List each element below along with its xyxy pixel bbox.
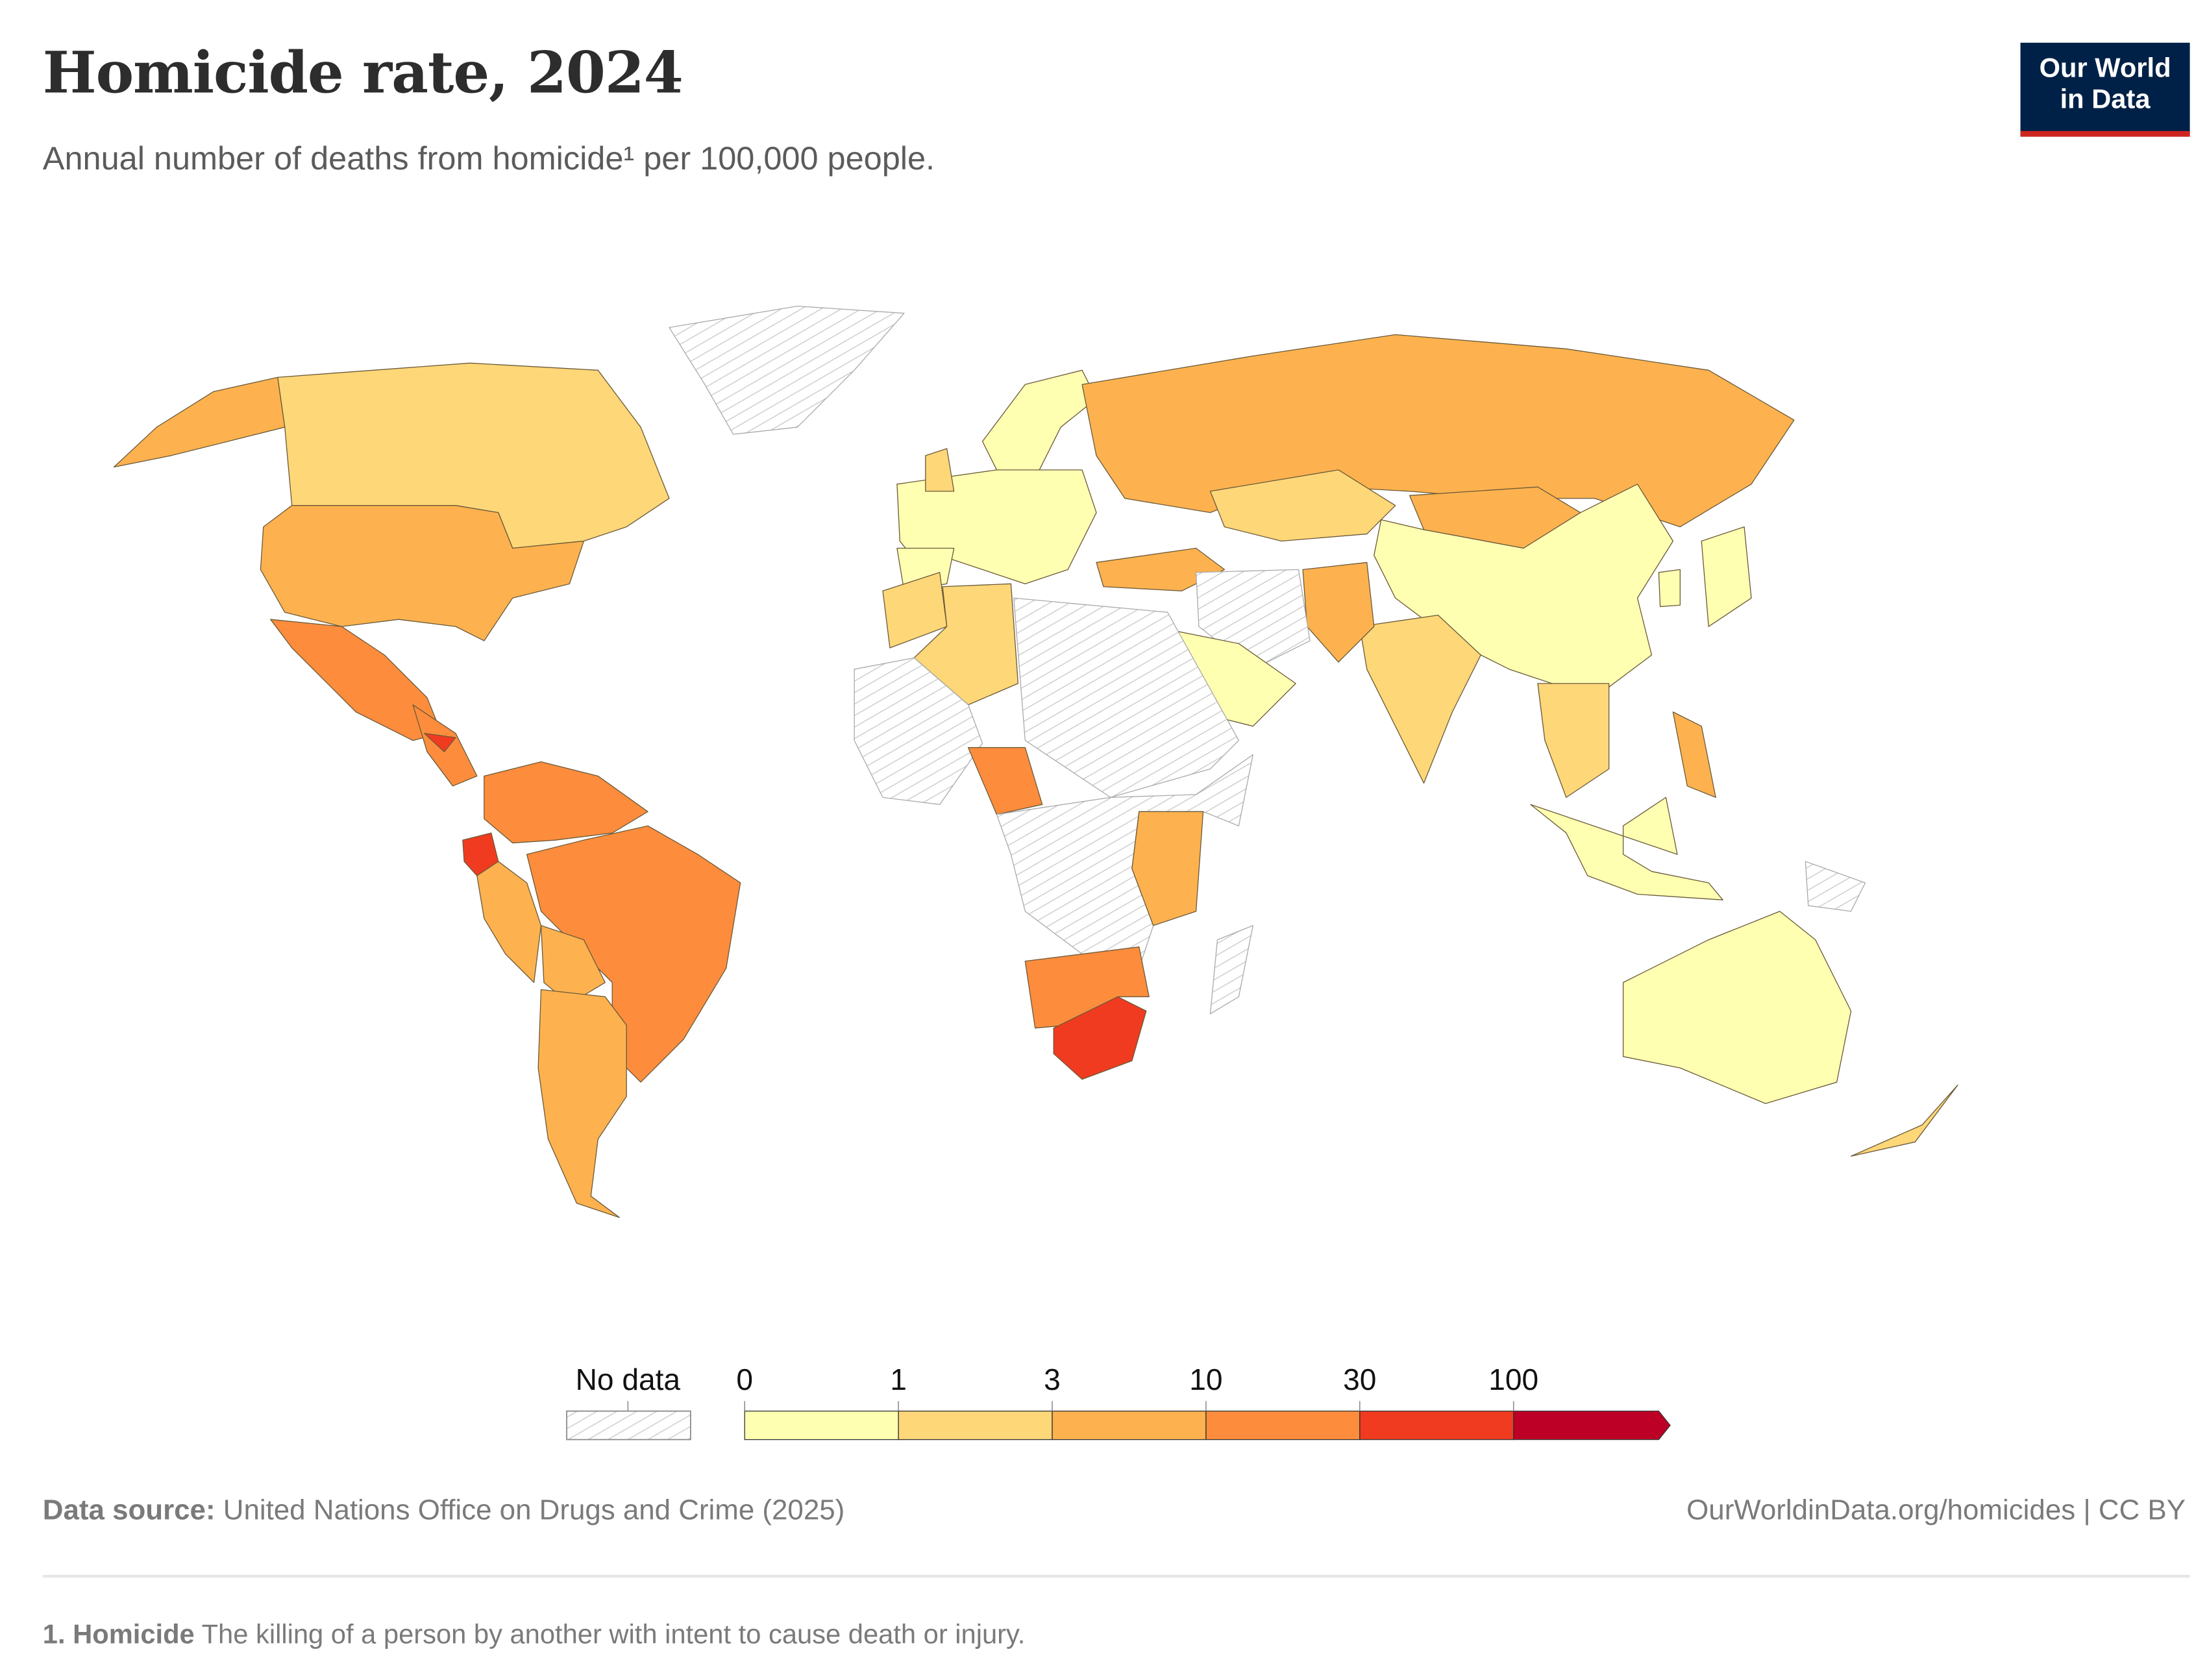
country-indonesia[interactable] — [1530, 797, 1723, 900]
country-greenland[interactable] — [669, 305, 905, 435]
page-subtitle: Annual number of deaths from homicide¹ p… — [42, 139, 935, 177]
country-peru[interactable] — [476, 861, 542, 983]
country-china[interactable] — [1374, 484, 1674, 698]
legend-bin-100+ — [1513, 1411, 1671, 1440]
legend-break-label: 10 — [1189, 1364, 1223, 1397]
legend-bin-0-1 — [744, 1411, 899, 1440]
legend-bin-10-30 — [1205, 1411, 1361, 1440]
logo-line1: Our World — [2039, 54, 2171, 84]
country-scandinavia[interactable] — [981, 369, 1097, 471]
data-source: Data source: United Nations Office on Dr… — [43, 1495, 845, 1527]
legend-break-label: 100 — [1488, 1364, 1539, 1397]
color-legend: No data 0 1 3 10 30 100 — [0, 1353, 2207, 1453]
country-libya-egypt-sudan[interactable] — [1013, 597, 1240, 798]
legend-bin-30-100 — [1359, 1411, 1514, 1440]
country-colombia-venezuela[interactable] — [484, 761, 648, 844]
country-united-kingdom[interactable] — [925, 448, 955, 492]
legend-bin-3-10 — [1052, 1411, 1207, 1440]
source-label: Data source: — [42, 1495, 216, 1527]
country-kazakhstan[interactable] — [1209, 469, 1396, 542]
country-philippines[interactable] — [1672, 711, 1716, 798]
country-india[interactable] — [1359, 614, 1481, 784]
country-united-states[interactable] — [260, 505, 584, 641]
legend-break-label: 3 — [1044, 1364, 1061, 1397]
source-text: United Nations Office on Drugs and Crime… — [223, 1495, 845, 1527]
country-mexico[interactable] — [270, 619, 442, 741]
country-honduras[interactable] — [424, 732, 456, 752]
country-tanzania-zambia[interactable] — [1131, 811, 1204, 926]
world-map[interactable] — [0, 271, 2207, 1296]
country-argentina-chile[interactable] — [537, 989, 627, 1218]
page-title: Homicide rate, 2024 — [42, 40, 684, 107]
legend-break-label: 1 — [890, 1364, 907, 1397]
owid-logo[interactable]: Our World in Data — [2020, 42, 2190, 137]
divider — [42, 1575, 2190, 1578]
legend-break-label: 0 — [736, 1364, 754, 1397]
country-papua-new-guinea[interactable] — [1805, 861, 1866, 912]
footnote-label: 1. Homicide — [42, 1620, 195, 1651]
logo-line2: in Data — [2060, 85, 2151, 116]
country-nigeria[interactable] — [967, 747, 1043, 815]
country-west-africa[interactable] — [854, 657, 983, 805]
country-southeast-asia[interactable] — [1537, 683, 1610, 798]
legend-scale — [566, 1401, 1671, 1440]
legend-no-data-label: No data — [575, 1364, 681, 1397]
country-new-zealand[interactable] — [1850, 1084, 1958, 1157]
country-madagascar[interactable] — [1209, 925, 1253, 1015]
legend-break-label: 30 — [1343, 1364, 1377, 1397]
legend-bin-1-3 — [898, 1411, 1053, 1440]
country-japan[interactable] — [1701, 526, 1752, 627]
country-bolivia[interactable] — [540, 925, 606, 1005]
source-url-link[interactable]: OurWorldinData.org/homicides | CC BY — [1686, 1495, 2186, 1527]
country-south-africa[interactable] — [1053, 996, 1147, 1080]
legend-no-data-swatch — [566, 1410, 691, 1440]
country-australia[interactable] — [1622, 911, 1852, 1104]
country-alaska-united-states[interactable] — [113, 377, 286, 468]
footnote-text: The killing of a person by another with … — [201, 1620, 1026, 1651]
footnote: 1. Homicide The killing of a person by a… — [43, 1620, 1026, 1651]
country-south-korea[interactable] — [1658, 569, 1681, 608]
